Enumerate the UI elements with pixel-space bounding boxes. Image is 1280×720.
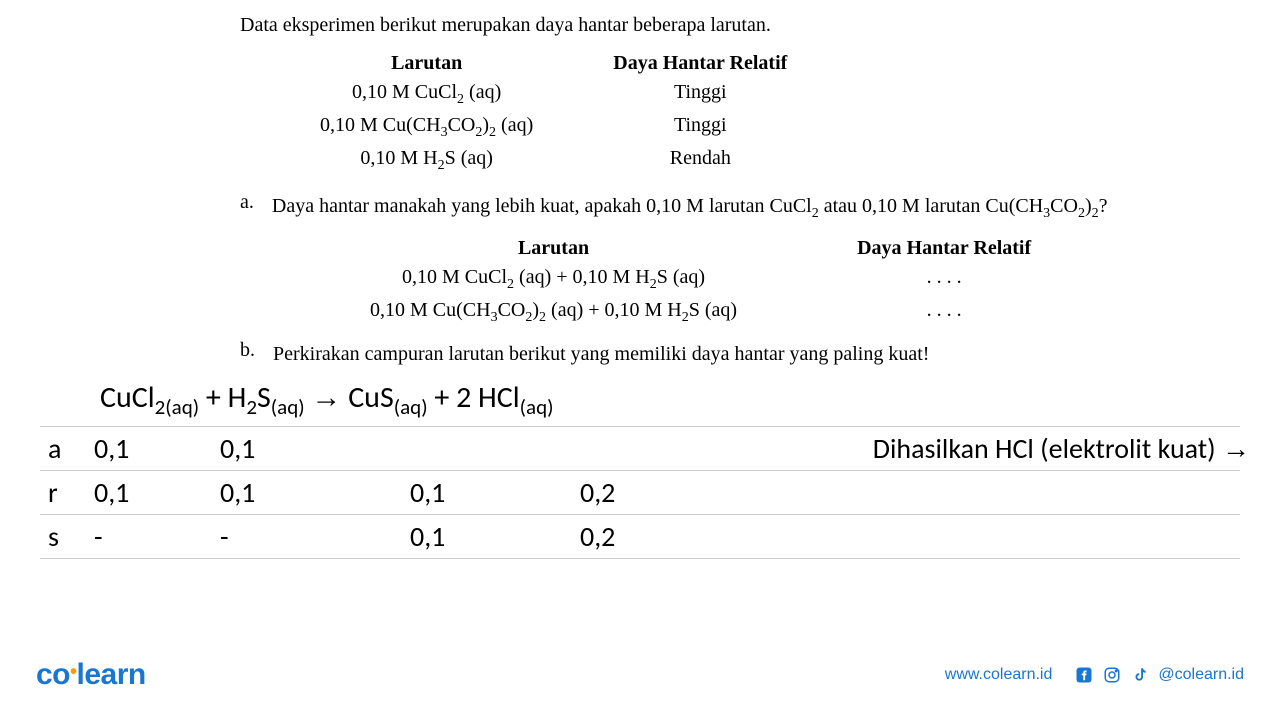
table2-row0-daya: . . . . [797, 263, 1091, 296]
table1-header-larutan: Larutan [280, 49, 573, 78]
row-r-label: r [40, 475, 90, 510]
table2-row1-daya: . . . . [797, 296, 1091, 329]
problem-content: Data eksperimen berikut merupakan daya h… [0, 0, 1280, 369]
question-a-label: a. [240, 191, 254, 224]
row-a-c2: 0,1 [220, 431, 410, 466]
row-r-c1: 0,1 [90, 475, 220, 510]
logo-post: learn [77, 658, 146, 691]
question-a-text: Daya hantar manakah yang lebih kuat, apa… [272, 191, 1108, 224]
table2-row0-larutan: 0,10 M CuCl2 (aq) + 0,10 M H2S (aq) [310, 263, 797, 296]
facebook-icon[interactable] [1074, 665, 1094, 685]
table1-row2-daya: Rendah [573, 144, 827, 177]
row-s-c3: 0,1 [410, 519, 580, 554]
table1-row0-larutan: 0,10 M CuCl2 (aq) [280, 78, 573, 111]
website-link[interactable]: www.colearn.id [945, 666, 1053, 684]
tiktok-icon[interactable] [1130, 665, 1150, 685]
table1-row2-larutan: 0,10 M H2S (aq) [280, 144, 573, 177]
row-r-c3: 0,1 [410, 475, 580, 510]
row-s-c2: - [220, 519, 410, 554]
row-a-result: Dihasilkan HCl (elektrolit kuat) → [873, 431, 1250, 466]
question-a: a. Daya hantar manakah yang lebih kuat, … [240, 191, 1240, 224]
mixture-table: Larutan Daya Hantar Relatif 0,10 M CuCl2… [310, 234, 1091, 329]
row-s-label: s [40, 519, 90, 554]
table2-header-larutan: Larutan [310, 234, 797, 263]
social-links: @colearn.id [1074, 665, 1244, 685]
footer: co•learn www.colearn.id @colearn.id [0, 658, 1280, 692]
table2-header-daya: Daya Hantar Relatif [797, 234, 1091, 263]
table2-row1-larutan: 0,10 M Cu(CH3CO2)2 (aq) + 0,10 M H2S (aq… [310, 296, 797, 329]
conductivity-table: Larutan Daya Hantar Relatif 0,10 M CuCl2… [280, 49, 827, 177]
logo-pre: co [36, 658, 70, 691]
work-row-r: r 0,1 0,1 0,1 0,2 [40, 471, 1240, 515]
worked-solution: CuCl2(aq) + H2S(aq) → CuS(aq) + 2 HCl(aq… [40, 379, 1240, 559]
instagram-icon[interactable] [1102, 665, 1122, 685]
table1-header-daya: Daya Hantar Relatif [573, 49, 827, 78]
table1-row1-daya: Tinggi [573, 111, 827, 144]
table1-row0-daya: Tinggi [573, 78, 827, 111]
question-b-text: Perkirakan campuran larutan berikut yang… [273, 339, 929, 369]
logo-dot-icon: • [70, 661, 77, 684]
row-a-c1: 0,1 [90, 431, 220, 466]
footer-right: www.colearn.id @colearn.id [945, 665, 1244, 685]
reaction-equation: CuCl2(aq) + H2S(aq) → CuS(aq) + 2 HCl(aq… [40, 379, 1240, 426]
row-r-c4: 0,2 [580, 475, 730, 510]
question-b: b. Perkirakan campuran larutan berikut y… [240, 339, 1240, 369]
table1-row1-larutan: 0,10 M Cu(CH3CO2)2 (aq) [280, 111, 573, 144]
row-s-c4: 0,2 [580, 519, 730, 554]
work-row-a: a 0,1 0,1 Dihasilkan HCl (elektrolit kua… [40, 426, 1240, 471]
row-r-c2: 0,1 [220, 475, 410, 510]
intro-text: Data eksperimen berikut merupakan daya h… [240, 14, 1240, 37]
question-b-label: b. [240, 339, 255, 369]
row-a-label: a [40, 431, 90, 466]
social-handle[interactable]: @colearn.id [1158, 666, 1244, 684]
brand-logo: co•learn [36, 658, 146, 692]
row-s-c1: - [90, 519, 220, 554]
work-row-s: s - - 0,1 0,2 [40, 515, 1240, 559]
